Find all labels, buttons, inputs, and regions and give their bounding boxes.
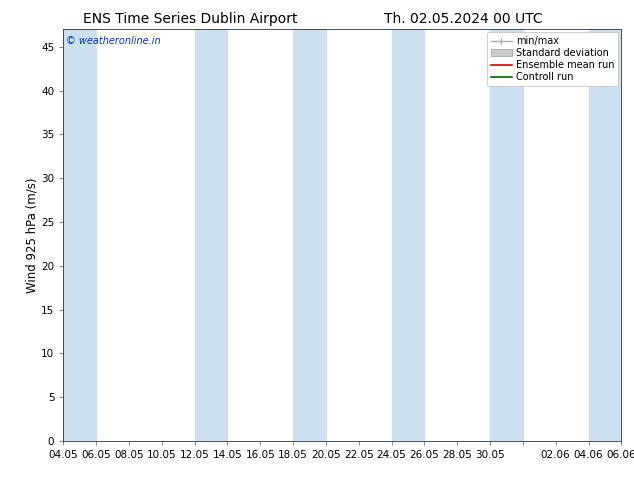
Y-axis label: Wind 925 hPa (m/s): Wind 925 hPa (m/s) (25, 177, 38, 293)
Bar (588, 29, 621, 441)
Bar (293, 29, 326, 441)
Legend: min/max, Standard deviation, Ensemble mean run, Controll run: min/max, Standard deviation, Ensemble me… (487, 32, 618, 86)
Bar (392, 29, 424, 441)
Bar (490, 29, 523, 441)
Text: Th. 02.05.2024 00 UTC: Th. 02.05.2024 00 UTC (384, 12, 542, 26)
Bar (195, 29, 228, 441)
Bar (63, 29, 96, 441)
Text: © weatheronline.in: © weatheronline.in (66, 36, 161, 46)
Text: ENS Time Series Dublin Airport: ENS Time Series Dublin Airport (83, 12, 297, 26)
